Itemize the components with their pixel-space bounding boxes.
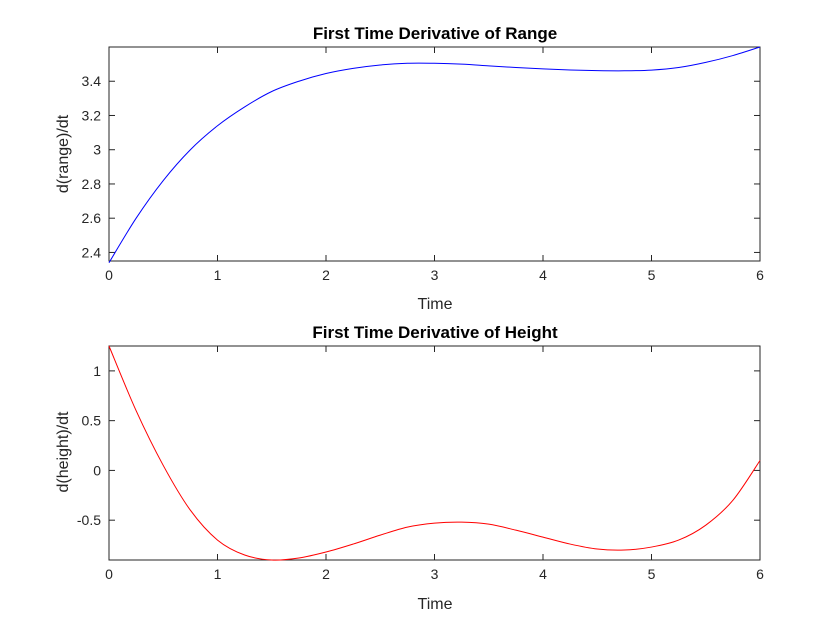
y-tick-label: 3.2	[82, 107, 102, 123]
x-axis-label-height: Time	[418, 596, 453, 613]
y-tick-label: 2.6	[82, 210, 102, 226]
x-tick-label: 4	[539, 267, 547, 283]
chart-title-range: First Time Derivative of Range	[313, 24, 557, 43]
y-tick-label: 3.4	[82, 73, 102, 89]
chart-title-height: First Time Derivative of Height	[312, 323, 558, 342]
plot-area-height: 0 1 2 3 4 5 6 -0.5 0 0.5 1	[77, 345, 764, 582]
x-tick-label: 5	[648, 566, 656, 582]
x-tick-label: 6	[756, 566, 764, 582]
y-tick-label: 1	[93, 363, 101, 379]
axes-box-height	[108, 345, 761, 561]
axes-box-range	[108, 46, 761, 262]
x-tick-label: 5	[648, 267, 656, 283]
y-tick-label: 0.5	[82, 413, 102, 429]
x-tick-label: 1	[214, 566, 222, 582]
x-tick-label: 6	[756, 267, 764, 283]
series-line-height	[108, 345, 761, 561]
x-tick-label: 4	[539, 566, 547, 582]
x-axis-label-range: Time	[418, 296, 453, 313]
x-tick-label: 3	[431, 267, 439, 283]
y-tick-label: 0	[93, 462, 101, 478]
x-tick-label: 0	[105, 566, 113, 582]
x-tick-label: 0	[105, 267, 113, 283]
y-tick-label: 3	[93, 142, 101, 158]
subplot-height: First Time Derivative of Height 0 1 2 3 4 5 6 -…	[55, 323, 764, 613]
x-tick-label: 2	[322, 566, 330, 582]
y-axis-label-height: d(height)/dt	[55, 411, 72, 492]
subplot-range: First Time Derivative of Range 0 1 2 3 4 5 6 2.…	[55, 24, 764, 313]
y-tick-label: 2.8	[82, 176, 102, 192]
series-line-range	[108, 46, 761, 263]
y-tick-label: 2.4	[82, 244, 102, 260]
x-tick-label: 2	[322, 267, 330, 283]
y-tick-label: -0.5	[77, 512, 101, 528]
plot-area-range: 0 1 2 3 4 5 6 2.4 2.6 2.8 3 3.2 3.4	[82, 46, 764, 283]
x-tick-label: 1	[214, 267, 222, 283]
x-tick-label: 3	[431, 566, 439, 582]
y-axis-label-range: d(range)/dt	[55, 114, 72, 193]
